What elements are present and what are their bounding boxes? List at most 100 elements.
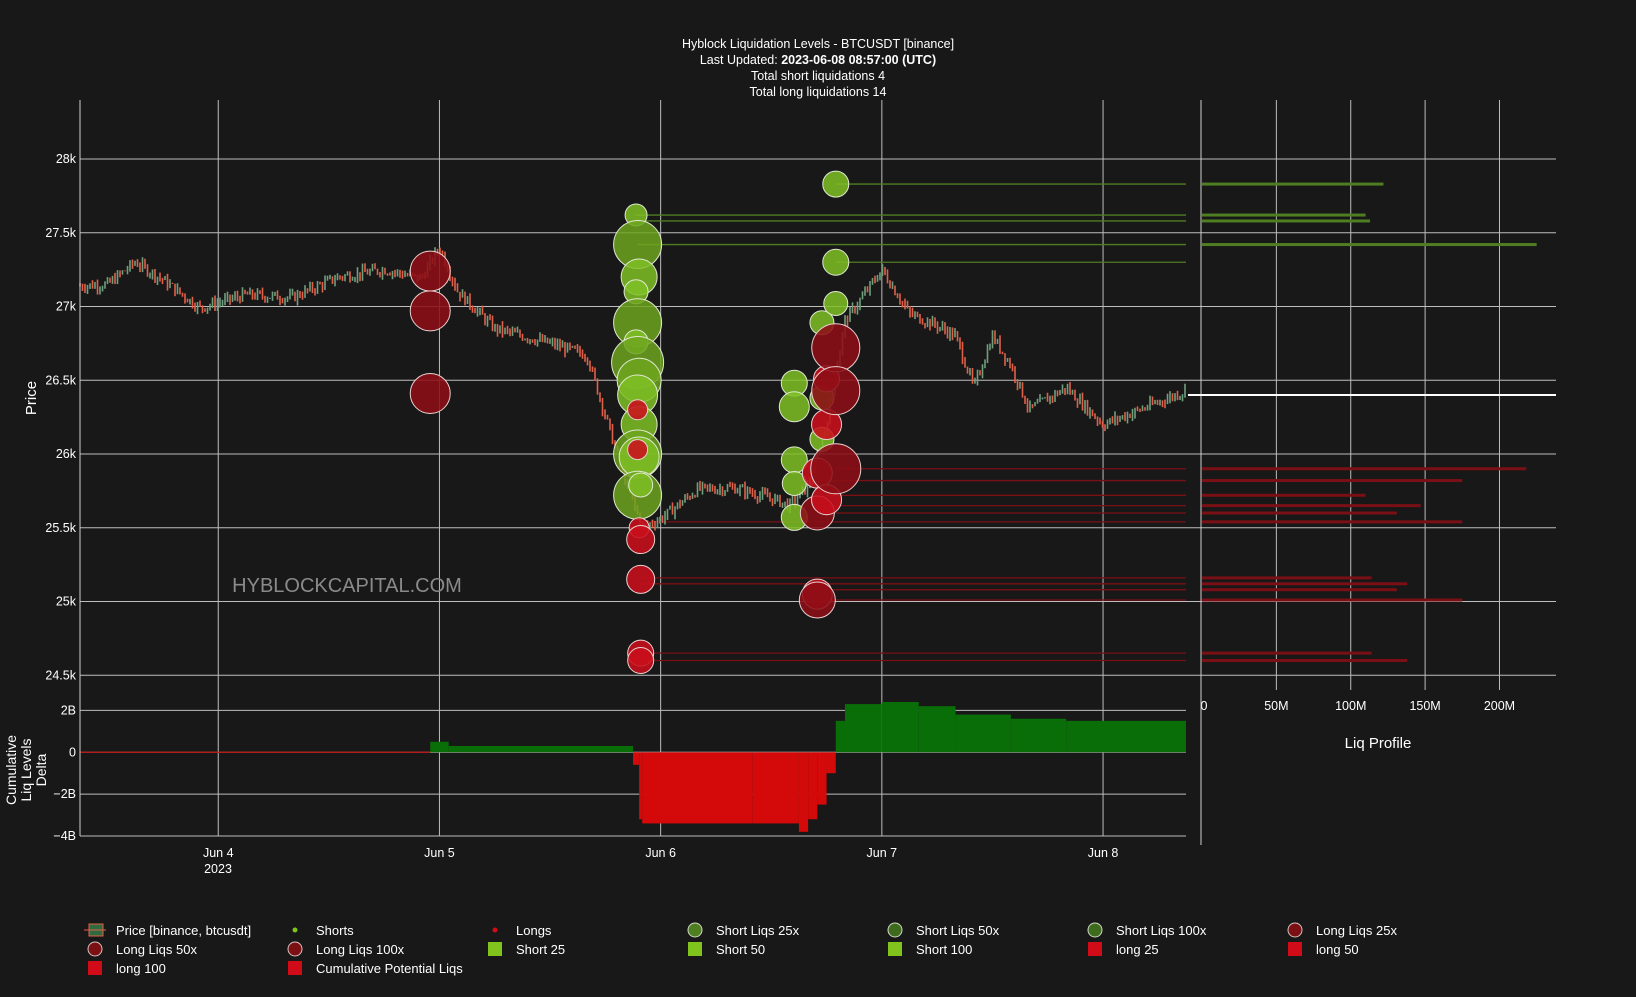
x-tick-label: Jun 8 (1088, 846, 1119, 860)
delta-step-bar (808, 752, 818, 820)
square-green-icon (484, 941, 506, 957)
legend-item[interactable]: long 25 (1084, 941, 1159, 957)
short-liq-bubble (823, 291, 849, 317)
legend-label: Short Liqs 25x (716, 922, 800, 938)
y-tick-label: 27.5k (45, 226, 76, 240)
long-profile-bar (1202, 479, 1463, 483)
square-red-icon (1084, 941, 1106, 957)
long-liq-bubble (627, 647, 655, 674)
long-liq-bubble (626, 564, 656, 594)
delta-y-tick-label: 2B (61, 703, 76, 717)
y-axis-label: Price (23, 381, 40, 415)
legend-label: Price [binance, btcusdt] (116, 922, 252, 938)
long-liq-bubble (627, 439, 649, 461)
square-red-icon (284, 960, 306, 976)
long-profile-bar (1202, 493, 1366, 497)
axes: 24.5k 25k 25.5k 26k 26.5k 27k 27.5k 28k Jun 4 Jun… (45, 100, 1556, 860)
delta-step-bar (918, 706, 956, 753)
legend-item[interactable]: Short Liqs 50x (884, 922, 999, 938)
circle-red-dark-icon (1284, 922, 1306, 938)
liquidation-bubbles (409, 170, 862, 674)
short-profile-bar (1202, 213, 1366, 217)
legend-item[interactable]: Long Liqs 25x (1284, 922, 1397, 938)
delta-y-tick-label: 0 (69, 745, 76, 759)
legend-item[interactable]: Shorts (284, 922, 354, 938)
delta-step-bar (798, 752, 809, 832)
legend-item[interactable]: Short 50 (684, 941, 765, 957)
long-profile-bar (1202, 598, 1463, 602)
candlestick-icon (84, 922, 106, 938)
long-profile-bar (1202, 651, 1372, 655)
legend-label: Short 50 (716, 941, 766, 957)
legend-label: long 100 (116, 960, 166, 976)
legend-item[interactable]: Long Liqs 100x (284, 941, 404, 957)
long-liq-bubble (626, 525, 656, 555)
liq-profile-panel (1202, 182, 1537, 662)
delta-step-bar (430, 741, 449, 753)
delta-step-bar (817, 752, 827, 805)
x-tick-label: Jun 6 (645, 846, 676, 860)
legend-item[interactable]: Short 25 (484, 941, 565, 957)
delta-step-bar (1010, 718, 1067, 753)
legend-label: Long Liqs 25x (1316, 922, 1397, 938)
long-liq-bubble (409, 250, 451, 292)
x-tick-label: Jun 4 (203, 846, 234, 860)
profile-x-tick-label: 100M (1335, 699, 1366, 713)
delta-y-label: Cumulative (3, 735, 19, 805)
legend-label: Shorts (316, 922, 354, 938)
circle-red-dark-icon (284, 941, 306, 957)
legend-label: Short Liqs 100x (1116, 922, 1207, 938)
legend-item[interactable]: Cumulative Potential Liqs (284, 960, 463, 976)
watermark: HYBLOCKCAPITAL.COM (232, 575, 462, 597)
legend: Price [binance, btcusdt] Shorts Longs Short… (84, 922, 1584, 992)
delta-step-bar (835, 720, 845, 753)
long-profile-bar (1202, 588, 1397, 592)
legend-item[interactable]: Short 100 (884, 941, 972, 957)
legend-label: Cumulative Potential Liqs (316, 960, 463, 976)
legend-item[interactable]: Short Liqs 100x (1084, 922, 1206, 938)
long-liq-bubble (409, 290, 451, 332)
delta-y-tick-label: −2B (53, 787, 76, 801)
legend-label: long 25 (1116, 941, 1159, 957)
legend-item[interactable]: Long Liqs 50x (84, 941, 197, 957)
profile-x-tick-label: 200M (1484, 699, 1515, 713)
legend-label: Short 100 (916, 941, 973, 957)
y-tick-label: 28k (56, 152, 77, 166)
long-liq-bubble (811, 366, 861, 416)
total-long-liquidations: Total long liquidations 14 (749, 85, 887, 99)
delta-panel: −4B −2B 0 2B Cumulative Liq Levels Delta (3, 702, 1186, 843)
long-profile-bar (1202, 467, 1527, 471)
delta-step-bar (844, 704, 882, 753)
delta-y-label: Liq Levels (18, 738, 34, 801)
long-liq-bubble (798, 581, 836, 619)
last-updated: Last Updated: 2023-06-08 08:57:00 (UTC) (0, 52, 1636, 68)
long-profile-bar (1202, 511, 1397, 515)
legend-label: long 50 (1316, 941, 1359, 957)
short-liq-bubble (778, 391, 810, 423)
delta-step-bar (826, 752, 836, 774)
legend-item[interactable]: Price [binance, btcusdt] (84, 922, 251, 938)
y-tick-label: 25.5k (45, 521, 76, 535)
y-tick-label: 26.5k (45, 373, 76, 387)
legend-label: Short Liqs 50x (916, 922, 1000, 938)
legend-item[interactable]: Short Liqs 25x (684, 922, 799, 938)
legend-item[interactable]: long 50 (1284, 941, 1359, 957)
y-tick-label: 26k (56, 447, 77, 461)
legend-item[interactable]: long 100 (84, 960, 166, 976)
x-tick-label: Jun 7 (867, 846, 898, 860)
delta-step-bar (448, 745, 633, 753)
circle-green-dark-icon (884, 922, 906, 938)
short-profile-bar (1202, 243, 1537, 247)
y-tick-label: 24.5k (45, 668, 76, 682)
short-profile-bar (1202, 182, 1384, 186)
long-profile-bar (1202, 582, 1408, 586)
long-liq-bubble (811, 323, 861, 373)
legend-item[interactable]: Longs (484, 922, 551, 938)
delta-step-bar (1066, 720, 1186, 753)
short-profile-bar (1202, 219, 1371, 223)
circle-green-dark-icon (1084, 922, 1106, 938)
delta-step-bar (752, 752, 799, 824)
y-tick-label: 27k (56, 300, 77, 314)
delta-step-bar (642, 752, 753, 824)
